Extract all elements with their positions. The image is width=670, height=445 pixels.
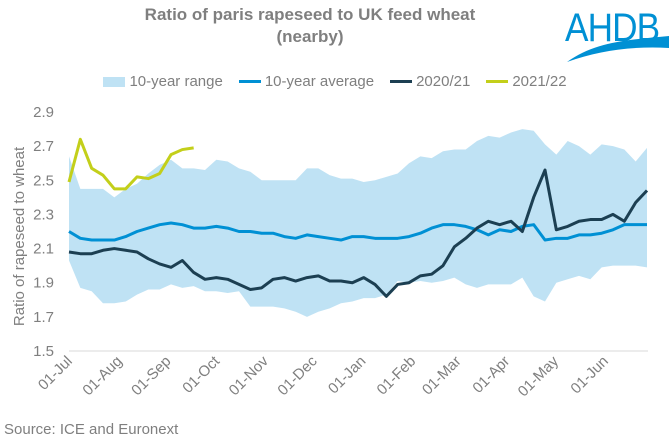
- legend: 10-year range 10-year average 2020/21 20…: [0, 73, 670, 90]
- series-line-2021-22: [67, 137, 194, 191]
- x-tick-label: 01-Jun: [567, 353, 611, 397]
- legend-label-average: 10-year average: [264, 73, 375, 90]
- legend-swatch-2020-21: [390, 80, 413, 83]
- x-tick-label: 01-Feb: [374, 353, 420, 399]
- y-tick-label: 2.7: [33, 138, 54, 155]
- range-area: [69, 129, 647, 317]
- chart-title: Ratio of paris rapeseed to UK feed wheat…: [60, 4, 560, 48]
- y-tick-label: 2.3: [33, 206, 54, 223]
- y-tick-label: 2.5: [33, 172, 54, 189]
- y-tick-label: 2.9: [33, 104, 54, 121]
- x-tick-label: 01-Nov: [226, 352, 273, 399]
- x-tick-label: 01-Aug: [79, 353, 125, 399]
- x-tick-label: 01-Dec: [274, 352, 321, 399]
- legend-swatch-average: [238, 80, 261, 83]
- legend-label-2021-22: 2021/22: [512, 73, 567, 90]
- chart-title-line-2: (nearby): [276, 27, 344, 46]
- y-tick-label: 1.7: [33, 309, 54, 326]
- x-tick-label: 01-Jan: [325, 353, 369, 397]
- y-tick-label: 1.9: [33, 275, 54, 292]
- logo-wave-icon: [567, 36, 669, 62]
- x-tick-label: 01-Mar: [419, 353, 465, 399]
- legend-label-2020-21: 2020/21: [416, 73, 471, 90]
- ahdb-logo: AHDB: [565, 0, 670, 70]
- legend-item-2021-22: 2021/22: [486, 73, 567, 90]
- x-tick-label: 01-Sep: [128, 353, 174, 399]
- x-tick-label: 01-May: [515, 352, 563, 400]
- y-tick-label: 1.5: [33, 343, 54, 360]
- x-tick-label: 01-Apr: [469, 353, 513, 397]
- series-line-2020-21: [68, 168, 649, 298]
- legend-swatch-2021-22: [486, 80, 509, 83]
- legend-swatch-range: [103, 76, 126, 87]
- series-line-10-year-average: [68, 221, 647, 242]
- legend-label-range: 10-year range: [129, 73, 223, 90]
- y-tick-label: 2.1: [33, 241, 54, 258]
- legend-item-2020-21: 2020/21: [390, 73, 470, 90]
- x-tick-label: 01-Oct: [179, 352, 223, 396]
- legend-item-range: 10-year range: [103, 73, 223, 90]
- y-axis-label: Ratio of rapeseed to wheat: [11, 146, 28, 326]
- source-note: Source: ICE and Euronext: [4, 421, 179, 438]
- legend-item-average: 10-year average: [238, 73, 375, 90]
- chart-title-line-1: Ratio of paris rapeseed to UK feed wheat: [144, 5, 476, 24]
